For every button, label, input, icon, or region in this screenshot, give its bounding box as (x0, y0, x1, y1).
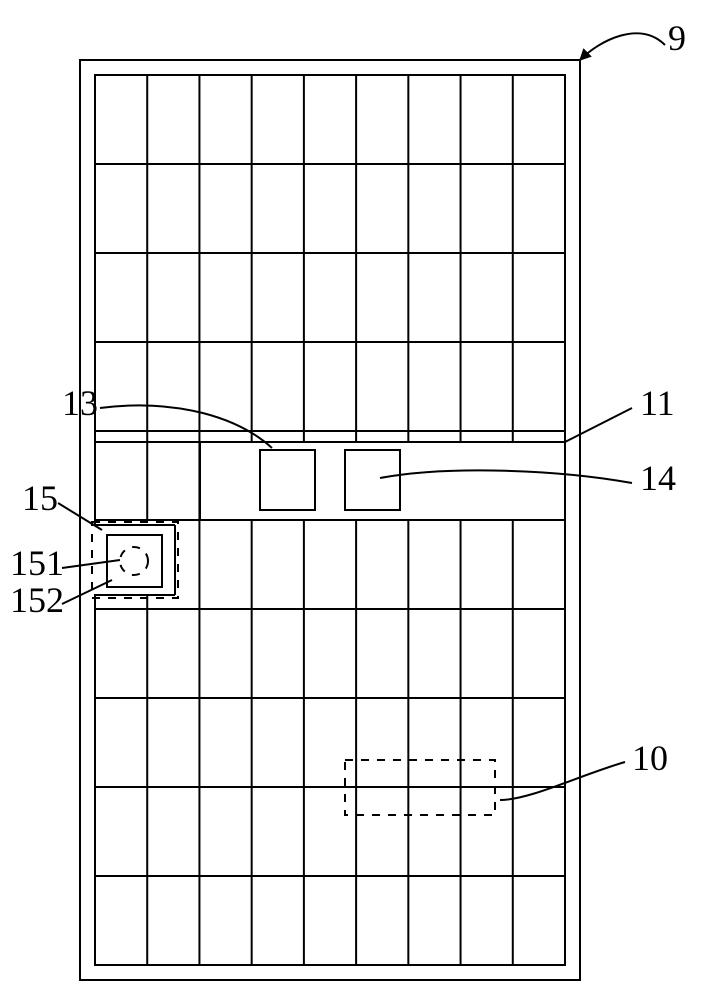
label-10: 10 (632, 738, 668, 778)
notch-left-open (94, 526, 97, 594)
leader-14 (380, 470, 632, 483)
label-14: 14 (640, 458, 676, 498)
circle-151 (120, 547, 148, 575)
leader-11 (565, 408, 632, 442)
label-9: 9 (668, 18, 686, 58)
panel-11 (200, 442, 565, 520)
box-14 (345, 450, 400, 510)
dashed-group (92, 522, 495, 815)
leaders-group (58, 33, 665, 800)
label-13: 13 (62, 383, 98, 423)
box-13 (260, 450, 315, 510)
diagram-canvas: 9 10 11 13 14 15 151152 (0, 0, 715, 1000)
label-152: 152 (10, 580, 64, 620)
leader-10 (500, 762, 625, 800)
label-15: 15 (22, 478, 58, 518)
labels-group: 9 10 11 13 14 15 151152 (10, 18, 686, 778)
label-11: 11 (640, 383, 675, 423)
leader-9 (580, 33, 665, 60)
label-151: 151 (10, 543, 64, 583)
panels-group (94, 442, 565, 594)
leader-152 (62, 580, 112, 604)
